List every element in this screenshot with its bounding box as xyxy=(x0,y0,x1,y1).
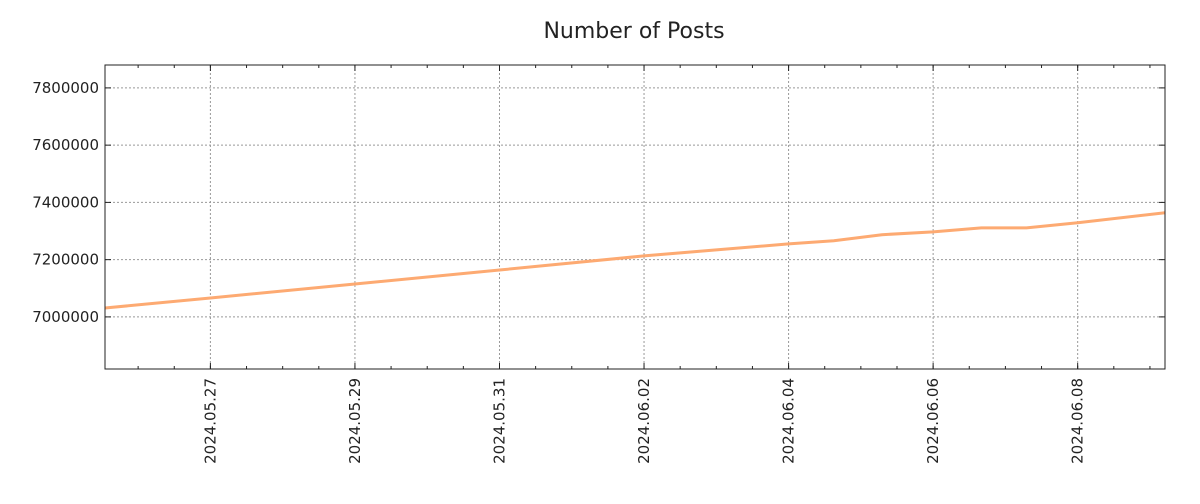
y-tick-label: 7600000 xyxy=(32,136,99,154)
series-layer xyxy=(104,211,1166,310)
x-tick-label: 2024.06.02 xyxy=(635,378,653,464)
grid xyxy=(105,65,1165,369)
y-tick-label: 7400000 xyxy=(32,193,99,211)
y-tick-label: 7200000 xyxy=(32,251,99,269)
chart-title: Number of Posts xyxy=(543,19,724,44)
x-tick-label: 2024.05.29 xyxy=(346,378,364,464)
x-tick-label: 2024.06.06 xyxy=(924,378,942,464)
x-tick-label: 2024.06.04 xyxy=(780,378,798,464)
x-tick-label: 2024.05.31 xyxy=(490,378,508,464)
x-tick-label: 2024.05.27 xyxy=(201,378,219,464)
x-axis: 2024.05.27 2024.05.29 2024.05.31 2024.06.02… xyxy=(137,65,1151,464)
y-axis: 7000000 7200000 7400000 7600000 7800000 xyxy=(32,79,1165,326)
series-line-number-of-posts xyxy=(104,211,1166,310)
x-tick-label: 2024.06.08 xyxy=(1069,378,1087,464)
y-tick-label: 7000000 xyxy=(32,308,99,326)
y-tick-label: 7800000 xyxy=(32,79,99,97)
plot-frame xyxy=(104,64,1166,370)
